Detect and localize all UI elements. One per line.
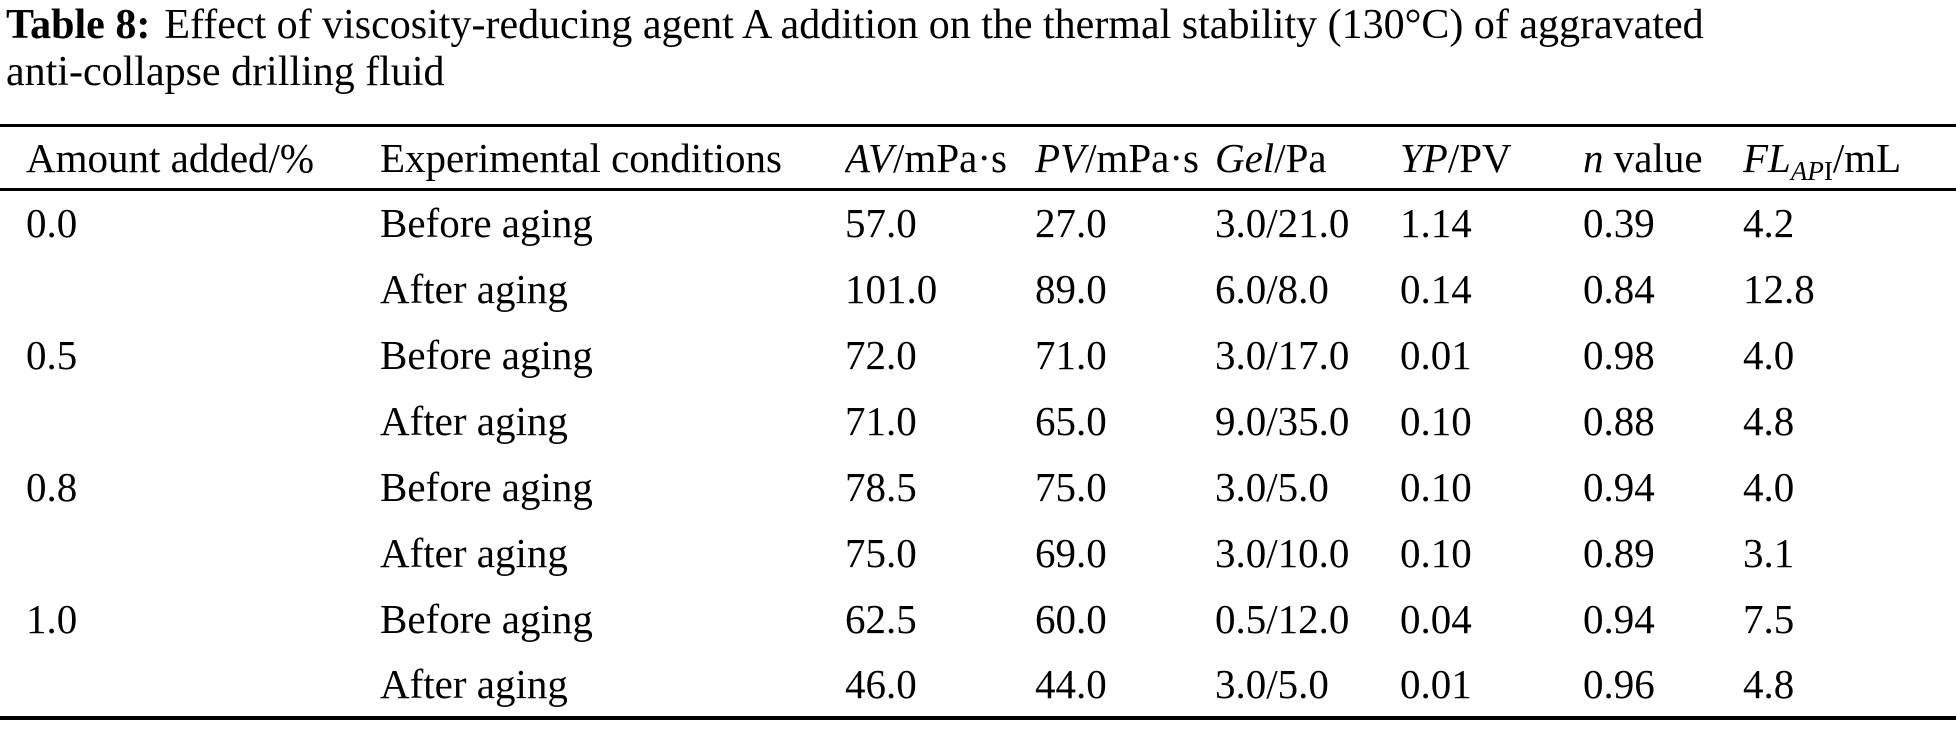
cell-pv: 69.0 xyxy=(1035,529,1107,576)
cell-n-value: 0.96 xyxy=(1583,660,1655,707)
table-row: After aging 101.0 89.0 6.0/8.0 0.14 0.84… xyxy=(0,256,1956,322)
cell-amount: 0.0 xyxy=(26,200,78,247)
cell-fl-api: 4.0 xyxy=(1743,331,1795,378)
cell-av: 46.0 xyxy=(845,660,917,707)
cell-gel: 0.5/12.0 xyxy=(1215,595,1350,642)
caption-line-1: Table 8: Effect of viscosity-reducing age… xyxy=(6,2,1956,49)
table-row: After aging 75.0 69.0 3.0/10.0 0.10 0.89… xyxy=(0,520,1956,586)
cell-condition: After aging xyxy=(380,265,568,312)
cell-av: 75.0 xyxy=(845,529,917,576)
table-body: 0.0 Before aging 57.0 27.0 3.0/21.0 1.14… xyxy=(0,190,1956,718)
table-row: After aging 46.0 44.0 3.0/5.0 0.01 0.96 … xyxy=(0,652,1956,718)
cell-fl-api: 4.8 xyxy=(1743,397,1795,444)
cell-pv: 60.0 xyxy=(1035,595,1107,642)
table-number-label: Table 8: xyxy=(6,2,151,48)
cell-n-value: 0.39 xyxy=(1583,200,1655,247)
cell-condition: Before aging xyxy=(380,200,593,247)
cell-gel: 3.0/21.0 xyxy=(1215,200,1350,247)
cell-pv: 44.0 xyxy=(1035,660,1107,707)
cell-gel: 3.0/5.0 xyxy=(1215,660,1329,707)
cell-pv: 27.0 xyxy=(1035,200,1107,247)
col-header-experimental-conditions: Experimental conditions xyxy=(380,134,782,181)
cell-av: 62.5 xyxy=(845,595,917,642)
cell-av: 101.0 xyxy=(845,265,938,312)
cell-condition: Before aging xyxy=(380,331,593,378)
col-header-pv: PV/mPa·s xyxy=(1035,134,1199,181)
cell-condition: After aging xyxy=(380,529,568,576)
table-row: 0.0 Before aging 57.0 27.0 3.0/21.0 1.14… xyxy=(0,190,1956,256)
cell-yp-pv: 0.10 xyxy=(1400,397,1472,444)
cell-fl-api: 4.8 xyxy=(1743,660,1795,707)
cell-fl-api: 4.2 xyxy=(1743,200,1795,247)
caption-text: Effect of viscosity-reducing agent A add… xyxy=(164,2,1704,48)
header-row: Amount added/% Experimental conditions A… xyxy=(0,126,1956,190)
cell-n-value: 0.94 xyxy=(1583,595,1655,642)
results-table: Amount added/% Experimental conditions A… xyxy=(0,124,1956,720)
cell-gel: 6.0/8.0 xyxy=(1215,265,1329,312)
cell-pv: 89.0 xyxy=(1035,265,1107,312)
cell-av: 78.5 xyxy=(845,463,917,510)
cell-fl-api: 3.1 xyxy=(1743,529,1795,576)
table-row: 0.5 Before aging 72.0 71.0 3.0/17.0 0.01… xyxy=(0,322,1956,388)
cell-condition: After aging xyxy=(380,397,568,444)
cell-yp-pv: 0.14 xyxy=(1400,265,1472,312)
cell-fl-api: 7.5 xyxy=(1743,595,1795,642)
caption-line-2: anti-collapse drilling fluid xyxy=(6,49,445,95)
col-header-yp-pv: YP/PV xyxy=(1400,134,1512,181)
cell-amount xyxy=(0,520,380,586)
cell-amount xyxy=(0,388,380,454)
cell-gel: 3.0/10.0 xyxy=(1215,529,1350,576)
cell-amount: 0.5 xyxy=(26,331,78,378)
cell-yp-pv: 0.10 xyxy=(1400,463,1472,510)
table-row: 0.8 Before aging 78.5 75.0 3.0/5.0 0.10 … xyxy=(0,454,1956,520)
col-header-av: AV/mPa·s xyxy=(845,134,1007,181)
cell-gel: 9.0/35.0 xyxy=(1215,397,1350,444)
cell-amount xyxy=(0,256,380,322)
col-header-fl-api: FLAPI/mL xyxy=(1743,134,1902,186)
cell-av: 57.0 xyxy=(845,200,917,247)
cell-yp-pv: 0.01 xyxy=(1400,660,1472,707)
cell-pv: 71.0 xyxy=(1035,331,1107,378)
cell-fl-api: 12.8 xyxy=(1743,265,1815,312)
cell-n-value: 0.88 xyxy=(1583,397,1655,444)
col-header-amount-added: Amount added/% xyxy=(26,134,315,181)
table-row: 1.0 Before aging 62.5 60.0 0.5/12.0 0.04… xyxy=(0,586,1956,652)
cell-yp-pv: 0.10 xyxy=(1400,529,1472,576)
cell-amount: 0.8 xyxy=(26,463,78,510)
col-header-gel: Gel/Pa xyxy=(1215,134,1327,181)
cell-av: 72.0 xyxy=(845,331,917,378)
cell-n-value: 0.98 xyxy=(1583,331,1655,378)
cell-gel: 3.0/17.0 xyxy=(1215,331,1350,378)
cell-pv: 65.0 xyxy=(1035,397,1107,444)
cell-av: 71.0 xyxy=(845,397,917,444)
cell-yp-pv: 1.14 xyxy=(1400,200,1472,247)
cell-amount: 1.0 xyxy=(26,595,78,642)
cell-fl-api: 4.0 xyxy=(1743,463,1795,510)
cell-condition: After aging xyxy=(380,660,568,707)
cell-n-value: 0.94 xyxy=(1583,463,1655,510)
cell-n-value: 0.84 xyxy=(1583,265,1655,312)
cell-gel: 3.0/5.0 xyxy=(1215,463,1329,510)
table-caption: Table 8: Effect of viscosity-reducing age… xyxy=(0,0,1956,96)
table-header: Amount added/% Experimental conditions A… xyxy=(0,126,1956,190)
cell-condition: Before aging xyxy=(380,463,593,510)
table-row: After aging 71.0 65.0 9.0/35.0 0.10 0.88… xyxy=(0,388,1956,454)
cell-condition: Before aging xyxy=(380,595,593,642)
cell-yp-pv: 0.01 xyxy=(1400,331,1472,378)
cell-pv: 75.0 xyxy=(1035,463,1107,510)
cell-amount xyxy=(0,652,380,718)
cell-yp-pv: 0.04 xyxy=(1400,595,1472,642)
col-header-n-value: n value xyxy=(1583,134,1703,181)
cell-n-value: 0.89 xyxy=(1583,529,1655,576)
